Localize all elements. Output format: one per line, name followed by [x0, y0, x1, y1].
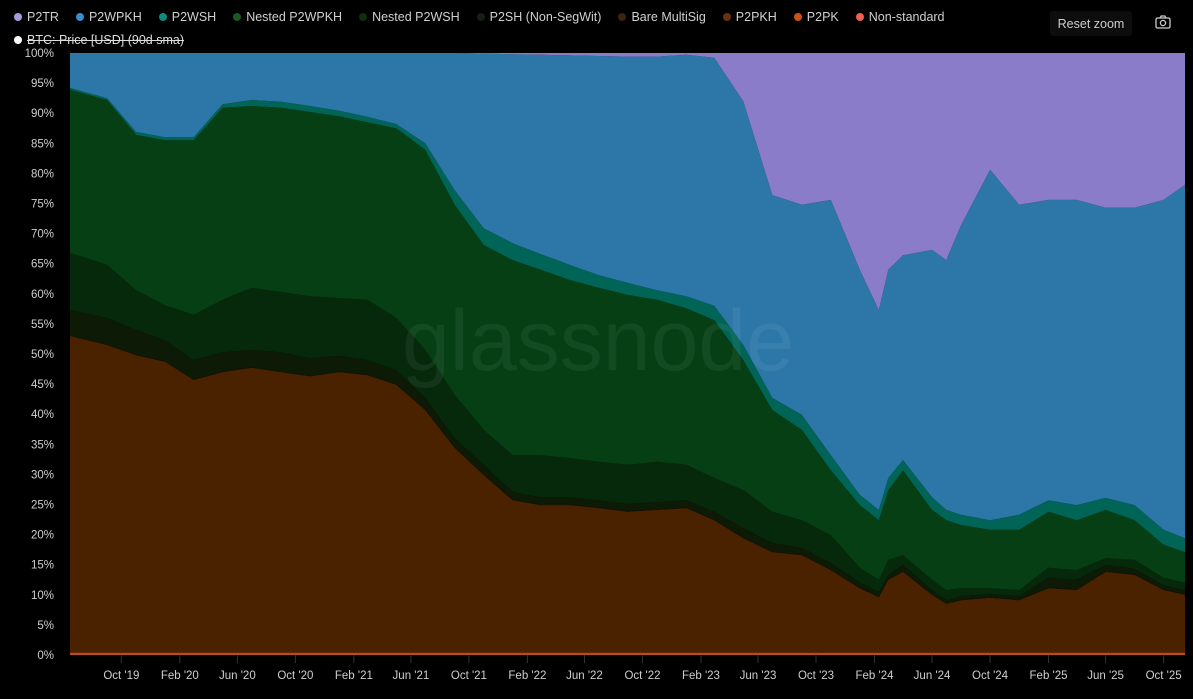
x-tick-label: Feb '21	[335, 670, 373, 682]
y-tick-label: 100%	[25, 48, 54, 60]
y-tick-label: 50%	[31, 349, 54, 361]
y-tick-label: 85%	[31, 138, 54, 150]
area-p2wsh	[70, 87, 1185, 553]
legend-item[interactable]: P2SH (Non-SegWit)	[476, 10, 602, 24]
y-tick-label: 55%	[31, 319, 54, 331]
y-tick-label: 65%	[31, 259, 54, 271]
area-p2pkh	[70, 335, 1185, 653]
legend-dot	[158, 13, 167, 21]
x-tick-label: Jun '21	[393, 670, 430, 682]
watermark-logo: glassnode	[402, 293, 794, 389]
legend-dot	[618, 13, 627, 21]
legend-dot	[14, 13, 22, 21]
x-tick-label: Oct '24	[972, 670, 1009, 682]
legend-dot	[855, 13, 864, 21]
legend-dot	[233, 13, 242, 21]
x-tick-label: Oct '19	[103, 670, 139, 682]
y-tick-label: 15%	[31, 560, 54, 572]
reset-zoom-button[interactable]: Reset zoom	[1050, 11, 1132, 36]
y-tick-label: 75%	[31, 199, 54, 211]
y-tick-label: 10%	[31, 590, 54, 602]
y-tick-label: 45%	[31, 379, 54, 391]
area-nested-p2wsh	[70, 252, 1185, 601]
y-tick-label: 30%	[31, 469, 54, 481]
area-non-standard	[70, 654, 1185, 655]
area-p2tr	[70, 53, 1185, 311]
legend-item[interactable]: P2PKH	[722, 10, 777, 24]
x-tick-label: Oct '25	[1146, 670, 1182, 682]
legend-dot	[476, 13, 485, 21]
y-tick-label: 35%	[31, 439, 54, 451]
legend-label: BTC: Price [USD] (90d sma)	[27, 33, 184, 47]
y-tick-label: 80%	[31, 168, 54, 180]
y-tick-label: 40%	[31, 409, 54, 421]
area-p2wpkh	[70, 53, 1185, 539]
legend-label: Non-standard	[868, 10, 945, 24]
legend-dot	[14, 36, 22, 44]
y-tick-label: 70%	[31, 229, 54, 241]
x-tick-label: Oct '20	[277, 670, 313, 682]
legend-item[interactable]: Bare MultiSig	[618, 10, 706, 24]
legend-dot	[722, 13, 731, 21]
x-tick-label: Jun '25	[1087, 670, 1124, 682]
legend-item[interactable]: P2WSH	[158, 10, 217, 24]
legend-dot	[359, 13, 368, 21]
legend-item[interactable]: Non-standard	[855, 10, 945, 24]
legend-item-btc-price[interactable]: BTC: Price [USD] (90d sma)	[14, 33, 184, 47]
legend-label: P2TR	[27, 10, 59, 24]
area-p2pk	[70, 652, 1185, 655]
legend-label: P2PK	[806, 10, 839, 24]
legend-label: P2PKH	[735, 10, 777, 24]
x-tick-label: Jun '20	[219, 670, 256, 682]
y-tick-label: 20%	[31, 530, 54, 542]
legend-label: Nested P2WSH	[372, 10, 460, 24]
y-tick-label: 60%	[31, 289, 54, 301]
y-tick-label: 5%	[37, 620, 54, 632]
legend-item[interactable]: Nested P2WPKH	[233, 10, 342, 24]
legend-label: P2SH (Non-SegWit)	[489, 10, 602, 24]
legend-item[interactable]: Nested P2WSH	[359, 10, 460, 24]
legend-item[interactable]: P2WPKH	[75, 10, 142, 24]
legend-dot	[793, 13, 802, 21]
x-tick-label: Feb '23	[682, 670, 720, 682]
y-tick-label: 0%	[37, 650, 54, 662]
x-tick-label: Feb '25	[1030, 670, 1068, 682]
x-tick-label: Feb '22	[508, 670, 546, 682]
x-tick-label: Oct '22	[624, 670, 660, 682]
x-tick-label: Feb '20	[161, 670, 199, 682]
legend-label: P2WSH	[171, 10, 217, 24]
y-tick-label: 25%	[31, 500, 54, 512]
area-nested-p2wpkh	[70, 89, 1185, 590]
x-tick-label: Jun '23	[740, 670, 777, 682]
legend-item[interactable]: P2TR	[14, 10, 59, 24]
x-tick-label: Jun '22	[566, 670, 603, 682]
legend-label: Nested P2WPKH	[246, 10, 343, 24]
y-tick-label: 95%	[31, 78, 54, 90]
legend: P2TR P2WPKH P2WSH Nested P2WPKH Nested P2WSH…	[14, 10, 962, 24]
legend-label: P2WPKH	[88, 10, 142, 24]
camera-icon[interactable]	[1155, 15, 1171, 29]
x-tick-label: Jun '24	[914, 670, 951, 682]
y-tick-label: 90%	[31, 108, 54, 120]
x-tick-label: Oct '23	[798, 670, 834, 682]
x-tick-label: Feb '24	[856, 670, 895, 682]
legend-dot	[75, 13, 84, 21]
legend-label: Bare MultiSig	[631, 10, 706, 24]
x-tick-label: Oct '21	[451, 670, 487, 682]
legend-item[interactable]: P2PK	[793, 10, 839, 24]
